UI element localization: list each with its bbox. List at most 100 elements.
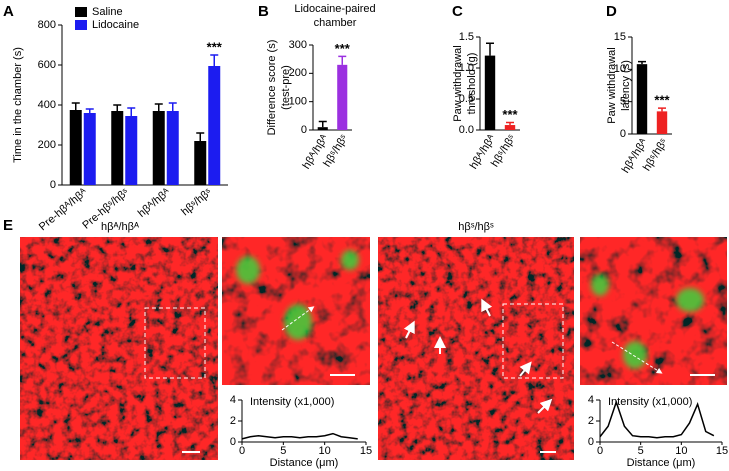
y-tick-label: 1.5 bbox=[459, 31, 474, 43]
x-tick-label: 5 bbox=[280, 445, 286, 457]
error-bar bbox=[338, 55, 347, 65]
plot-frame bbox=[222, 390, 370, 462]
x-tick-label: hβᴬ/hβᴬ bbox=[136, 186, 173, 220]
error-bar bbox=[168, 102, 177, 111]
y-tick-label: 200 bbox=[38, 139, 56, 151]
significance: *** bbox=[207, 39, 223, 54]
y-tick-label: 0 bbox=[50, 179, 56, 191]
significance: *** bbox=[502, 107, 518, 122]
x-tick-label: 15 bbox=[360, 445, 372, 457]
x-tick-label: 10 bbox=[319, 445, 331, 457]
error-bar bbox=[196, 132, 205, 141]
bar bbox=[208, 66, 221, 185]
legend-label: Lidocaine bbox=[92, 19, 139, 31]
y-tick-label: 10 bbox=[614, 63, 626, 75]
panel-letter: A bbox=[3, 3, 14, 20]
y-tick-label: 0 bbox=[620, 128, 626, 140]
bar bbox=[337, 64, 348, 130]
y-tick-label: 1.0 bbox=[459, 62, 474, 74]
bar bbox=[83, 113, 96, 185]
bar bbox=[69, 110, 82, 185]
y-tick-label: 0.0 bbox=[459, 124, 474, 136]
micrograph bbox=[580, 237, 727, 385]
bar bbox=[656, 111, 668, 134]
error-bar bbox=[71, 102, 80, 110]
micrograph bbox=[378, 237, 574, 460]
y-tick-label: 600 bbox=[38, 59, 56, 71]
arrow bbox=[611, 341, 663, 374]
x-axis-label: Distance (μm) bbox=[270, 457, 339, 469]
error-bar bbox=[318, 120, 327, 128]
x-tick-label: 10 bbox=[675, 445, 687, 457]
x-axis-label: Distance (μm) bbox=[627, 457, 696, 469]
intensity-line bbox=[241, 432, 358, 440]
y-tick-label: 15 bbox=[614, 31, 626, 43]
bar bbox=[317, 127, 328, 130]
x-tick-label: 0 bbox=[597, 445, 603, 457]
genotype-label: hβˢ/hβˢ bbox=[458, 221, 494, 233]
legend-label: Saline bbox=[92, 6, 123, 18]
error-bar bbox=[486, 42, 494, 56]
error-bar bbox=[658, 107, 666, 112]
y-tick-label: 800 bbox=[38, 19, 56, 31]
y-axis-label: threshold (g) bbox=[466, 53, 478, 115]
panel-letter: C bbox=[452, 3, 463, 20]
error-bar bbox=[210, 54, 219, 66]
error-bar bbox=[85, 108, 94, 113]
x-tick-label: hβˢ/hβˢ bbox=[179, 186, 214, 218]
y-tick-label: 100 bbox=[289, 96, 307, 108]
y-tick-label: 4 bbox=[588, 394, 594, 406]
significance: *** bbox=[335, 41, 351, 56]
panel-letter: D bbox=[606, 3, 617, 20]
x-tick-label: 15 bbox=[716, 445, 728, 457]
y-axis-label: Time in the chamber (s) bbox=[12, 47, 24, 163]
y-tick-label: 0.5 bbox=[459, 93, 474, 105]
green-cells bbox=[236, 250, 359, 340]
chart-title: Intensity (x1,000) bbox=[608, 396, 692, 408]
x-tick-label: Pre-hβᴬ/hβᴬ bbox=[37, 186, 90, 233]
plot-frame bbox=[580, 390, 727, 462]
bar bbox=[484, 55, 496, 130]
y-axis-label: Paw withdrawal bbox=[606, 47, 618, 123]
chart-title: chamber bbox=[314, 17, 357, 29]
y-axis-label: latency (s) bbox=[620, 60, 632, 111]
chart-title: Intensity (x1,000) bbox=[250, 396, 334, 408]
y-tick-label: 400 bbox=[38, 99, 56, 111]
panel-letter: E bbox=[3, 217, 13, 234]
intensity-line bbox=[599, 399, 715, 439]
y-tick-label: 2 bbox=[230, 415, 236, 427]
inset-box bbox=[144, 307, 206, 379]
green-cells bbox=[591, 274, 704, 369]
bar bbox=[194, 141, 207, 185]
micrograph bbox=[20, 237, 218, 460]
y-tick-label: 0 bbox=[588, 436, 594, 448]
bar bbox=[166, 111, 179, 185]
arrows bbox=[403, 298, 553, 414]
error-bar bbox=[154, 103, 163, 111]
error-bar bbox=[638, 60, 646, 65]
x-tick-label: 5 bbox=[638, 445, 644, 457]
error-bar bbox=[127, 107, 136, 116]
micrographs bbox=[20, 237, 727, 460]
y-tick-label: 300 bbox=[289, 39, 307, 51]
y-tick-label: 4 bbox=[230, 394, 236, 406]
chart-title: Lidocaine-paired bbox=[294, 3, 375, 15]
y-axis-label: Difference score (s) bbox=[266, 40, 278, 136]
error-bar bbox=[113, 104, 122, 111]
inset-box bbox=[502, 303, 564, 379]
bar bbox=[636, 64, 648, 134]
genotype-label: hβᴬ/hβᴬ bbox=[101, 221, 139, 233]
y-tick-label: 0 bbox=[230, 436, 236, 448]
arrow bbox=[281, 306, 315, 331]
y-axis-label: (test-pre) bbox=[280, 65, 292, 110]
bar bbox=[111, 111, 124, 185]
legend-swatch bbox=[75, 20, 87, 30]
x-tick-label: 0 bbox=[239, 445, 245, 457]
legend-swatch bbox=[75, 7, 87, 17]
bar bbox=[504, 125, 516, 130]
bar bbox=[152, 111, 165, 185]
y-tick-label: 2 bbox=[588, 415, 594, 427]
bar bbox=[125, 116, 138, 185]
error-bar bbox=[506, 121, 514, 126]
significance: *** bbox=[654, 93, 670, 108]
